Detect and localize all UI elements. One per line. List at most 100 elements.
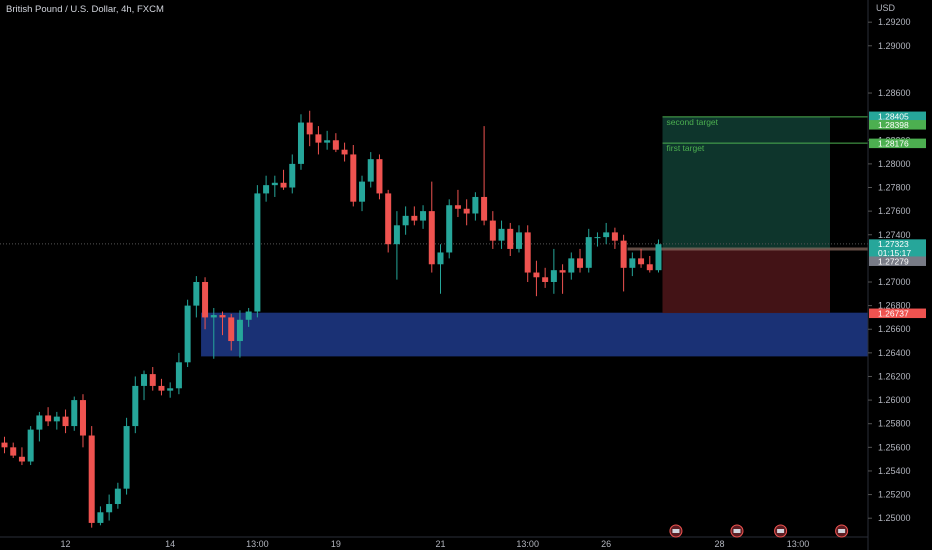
candle [463, 199, 470, 226]
candle-body [350, 154, 357, 202]
candle [620, 234, 627, 292]
event-marker-icon[interactable] [730, 524, 744, 538]
candle-body [481, 196, 488, 221]
time-label: 14 [165, 539, 175, 549]
candle-body [341, 149, 348, 155]
candle-body [106, 504, 113, 513]
event-marker-flag [777, 529, 785, 533]
price-tag-text: 1.28405 [878, 111, 909, 121]
candle-body [402, 215, 409, 226]
candle [542, 267, 549, 288]
candle [88, 426, 95, 528]
time-label: 13:00 [516, 539, 539, 549]
candle-body [315, 134, 322, 143]
price-tag: 1.28176 [869, 138, 926, 148]
price-tag: 1.28405 [869, 111, 926, 121]
candle-body [123, 426, 130, 489]
event-marker-flag [672, 529, 680, 533]
candle [629, 252, 636, 277]
candle-body [393, 225, 400, 245]
candle [306, 110, 313, 147]
candle-body [446, 205, 453, 253]
candle [481, 126, 488, 226]
candle-body [10, 447, 17, 456]
price-tag-bg [869, 111, 926, 122]
candle-body [463, 208, 470, 214]
price-tag-text: 1.27279 [878, 256, 909, 266]
time-label: 13:00 [787, 539, 810, 549]
price-tick-label: 1.26400 [878, 348, 911, 358]
candle-body [18, 456, 25, 462]
candle-body [149, 374, 156, 386]
candle-body [193, 281, 200, 306]
candle-body [71, 400, 78, 427]
candle-body [254, 193, 261, 312]
candle [71, 396, 78, 431]
candle-body [36, 415, 43, 430]
candle [472, 192, 479, 221]
candle [106, 494, 113, 521]
candle [27, 426, 34, 466]
candle-series[interactable] [1, 110, 662, 528]
candle-body [97, 512, 104, 523]
candle [141, 370, 148, 401]
candle-body [620, 240, 627, 268]
candle [446, 199, 453, 259]
candle-body [489, 220, 496, 241]
event-marker-icon[interactable] [774, 524, 788, 538]
event-marker-flag [733, 529, 741, 533]
candle-body [420, 211, 427, 221]
target-label: first target [667, 143, 705, 153]
drawing-zones[interactable]: second target first target [201, 116, 868, 357]
time-label: 12 [61, 539, 71, 549]
event-marker-icon[interactable] [835, 524, 849, 538]
price-tag-text: 1.28398 [878, 120, 909, 130]
candle [324, 130, 331, 150]
candle [603, 222, 610, 245]
candle [193, 276, 200, 318]
candle [167, 382, 174, 398]
time-axis[interactable]: 12 14 13:00 19 21 13:00 26 28 13:00 [0, 524, 868, 549]
candle-body [324, 140, 331, 143]
candle-body [655, 244, 662, 271]
candle-body [542, 277, 549, 282]
symbol-title[interactable]: British Pound / U.S. Dollar, 4h, FXCM [6, 4, 164, 15]
price-tag-bg [869, 256, 926, 266]
price-tick-label: 1.25800 [878, 419, 911, 429]
candle [568, 252, 575, 280]
price-labels: 1.284051.283981.281761.2732301:15:171.27… [869, 111, 926, 318]
candle [594, 232, 601, 247]
price-tick-label: 1.25200 [878, 490, 911, 500]
candle-body [367, 159, 374, 182]
event-marker-icon[interactable] [669, 524, 683, 538]
price-axis[interactable]: 1.292001.290001.286001.282001.280001.278… [867, 0, 911, 550]
price-tag-bg [869, 120, 926, 130]
candle [577, 248, 584, 273]
candle [236, 310, 243, 358]
price-tick-label: 1.25600 [878, 442, 911, 452]
candle [420, 205, 427, 229]
candle [263, 175, 270, 202]
candle-body [611, 232, 618, 241]
price-tick-label: 1.26200 [878, 371, 911, 381]
candle [524, 225, 531, 282]
candle [289, 154, 296, 194]
candle [393, 211, 400, 280]
price-tag: 1.26737 [869, 308, 926, 318]
candle [36, 411, 43, 442]
candle [385, 189, 392, 253]
price-tick-label: 1.25000 [878, 513, 911, 523]
candle [297, 114, 304, 170]
price-tag-bg [869, 247, 926, 258]
price-tick-label: 1.26600 [878, 324, 911, 334]
candle-body [280, 182, 287, 188]
candle-body [210, 315, 217, 318]
candle-body [306, 122, 313, 135]
candle [454, 189, 461, 218]
candle [202, 277, 209, 330]
candle [219, 311, 226, 336]
candle [350, 144, 357, 207]
candle-body [114, 488, 121, 505]
candle-body [454, 205, 461, 209]
